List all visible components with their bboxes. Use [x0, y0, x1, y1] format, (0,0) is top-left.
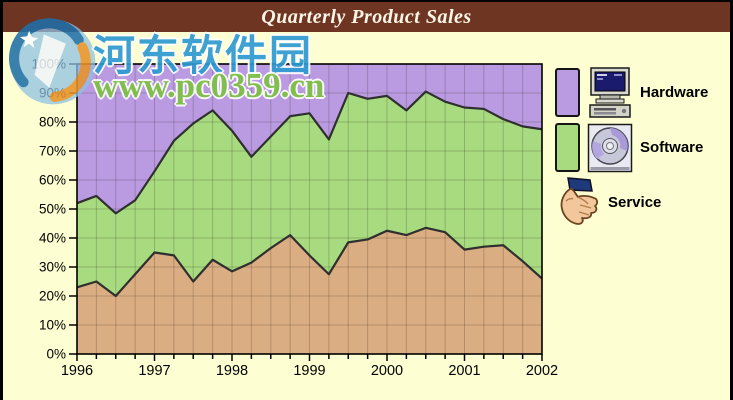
watermark-site-name: 河东软件园	[93, 32, 314, 79]
legend-label-hardware: Hardware	[640, 84, 709, 101]
y-axis-label: 10%	[39, 318, 66, 333]
y-axis-label: 60%	[39, 173, 66, 188]
legend-label-service: Service	[608, 194, 662, 211]
chart-title-bar: Quarterly Product Sales	[3, 2, 730, 32]
y-axis-label: 30%	[39, 260, 66, 275]
x-axis-label: 2000	[371, 363, 403, 379]
y-axis-label: 0%	[46, 347, 66, 362]
y-axis-label: 50%	[39, 202, 66, 217]
hardware-area	[77, 64, 542, 214]
x-axis-label: 1996	[61, 363, 93, 379]
stacked-area-chart: 100%90%80%70%60%50%40%30%20%10%0%1996199…	[31, 57, 558, 380]
legend-swatch-software	[555, 123, 580, 172]
chart-title: Quarterly Product Sales	[261, 5, 472, 28]
legend-item-software: Software	[555, 121, 708, 174]
y-axis-label: 80%	[39, 115, 66, 130]
y-axis-label: 20%	[39, 289, 66, 304]
hand-icon	[555, 176, 601, 229]
software-boundary-line	[76, 90, 543, 215]
x-axis-label: 1999	[293, 363, 325, 379]
computer-icon	[587, 66, 633, 119]
y-axis-label: 70%	[39, 144, 66, 159]
software-area	[77, 91, 542, 296]
service-area	[77, 227, 542, 354]
chart-legend: Hardware Software	[555, 66, 708, 229]
x-axis-label: 1997	[138, 363, 170, 379]
watermark-logo	[9, 18, 96, 105]
watermark-site-url: www.pc0359.cn	[93, 66, 325, 105]
service-boundary-line	[76, 226, 543, 298]
legend-item-hardware: Hardware	[555, 66, 708, 119]
x-axis-label: 1998	[216, 363, 248, 379]
legend-item-service: Service	[555, 176, 708, 229]
legend-swatch-hardware	[555, 68, 580, 117]
x-axis-label: 2002	[526, 363, 558, 379]
cd-icon	[587, 122, 633, 174]
y-axis-label: 40%	[39, 231, 66, 246]
legend-label-software: Software	[640, 139, 704, 156]
x-axis-label: 2001	[448, 363, 480, 379]
